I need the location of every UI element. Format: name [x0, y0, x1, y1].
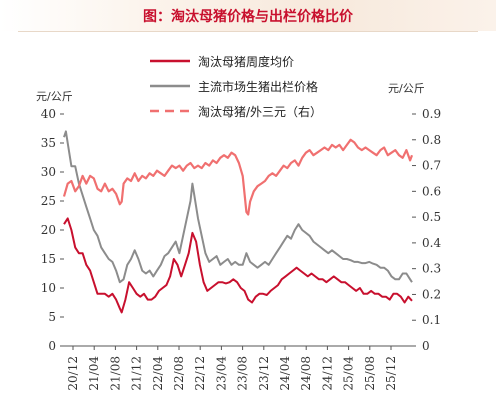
x-tick-label: 24/08: [299, 356, 313, 391]
right-y-tick-label: 0: [422, 339, 430, 353]
right-y-tick-label: 0.1: [422, 313, 441, 327]
title-bar: [0, 0, 496, 31]
x-tick-label: 22/08: [172, 356, 186, 391]
right-y-tick-label: 0.2: [422, 287, 441, 301]
x-tick-label: 21/12: [130, 356, 144, 391]
left-y-tick-label: 25: [41, 194, 56, 208]
sow-price-line: [63, 217, 413, 314]
x-tick-label: 25/08: [363, 356, 377, 391]
right-y-tick-label: 0.9: [422, 107, 441, 121]
right-y-tick-label: 0.8: [422, 133, 441, 147]
hog-price-line: [63, 130, 413, 284]
left-y-tick-label: 20: [41, 223, 56, 237]
right-y-tick-label: 0.7: [422, 159, 441, 173]
chart-axes: 0 5 10 15 20 25 30 35 40 0 0.1 0.2 0.3 0.4 0.5 0.6 0.7 0.…: [41, 107, 442, 391]
ratio-line: [62, 138, 414, 216]
x-tick-label: 22/12: [193, 356, 207, 391]
left-y-tick-label: 0: [48, 339, 56, 353]
page-title: 图：淘汰母猪价格与出栏价格比价: [143, 9, 353, 25]
x-tick-label: 22/04: [151, 356, 165, 391]
legend-sow-price-label: 淘汰母猪周度均价: [198, 54, 294, 69]
right-y-tick-label: 0.4: [422, 236, 441, 250]
legend-ratio-label: 淘汰母猪/外三元（右）: [198, 104, 322, 119]
left-y-tick-label: 5: [48, 310, 56, 324]
left-y-tick-label: 30: [41, 165, 56, 179]
left-y-tick-label: 35: [41, 136, 56, 150]
left-y-tick-label: 10: [41, 281, 56, 295]
right-y-tick-label: 0.6: [422, 184, 441, 198]
legend-hog-price-label: 主流市场生猪出栏价格: [198, 79, 318, 94]
title-divider: [18, 31, 478, 32]
right-axis-unit: 元/公斤: [388, 82, 425, 95]
x-tick-label: 23/04: [214, 356, 228, 391]
x-tick-label: 23/12: [257, 356, 271, 391]
left-axis-unit: 元/公斤: [36, 90, 73, 103]
left-y-tick-label: 15: [41, 252, 56, 266]
x-tick-label: 25/12: [384, 356, 398, 391]
x-tick-label: 21/08: [108, 356, 122, 391]
chart-series: [62, 130, 414, 314]
right-y-tick-label: 0.5: [422, 210, 441, 224]
x-tick-label: 20/12: [66, 356, 80, 391]
right-y-tick-label: 0.3: [422, 262, 441, 276]
left-y-tick-label: 40: [41, 107, 56, 121]
x-tick-label: 24/12: [320, 356, 334, 391]
x-tick-label: 21/04: [87, 356, 101, 391]
x-tick-label: 24/04: [278, 356, 292, 391]
x-tick-label: 25/04: [342, 356, 356, 391]
x-tick-label: 23/08: [236, 356, 250, 391]
